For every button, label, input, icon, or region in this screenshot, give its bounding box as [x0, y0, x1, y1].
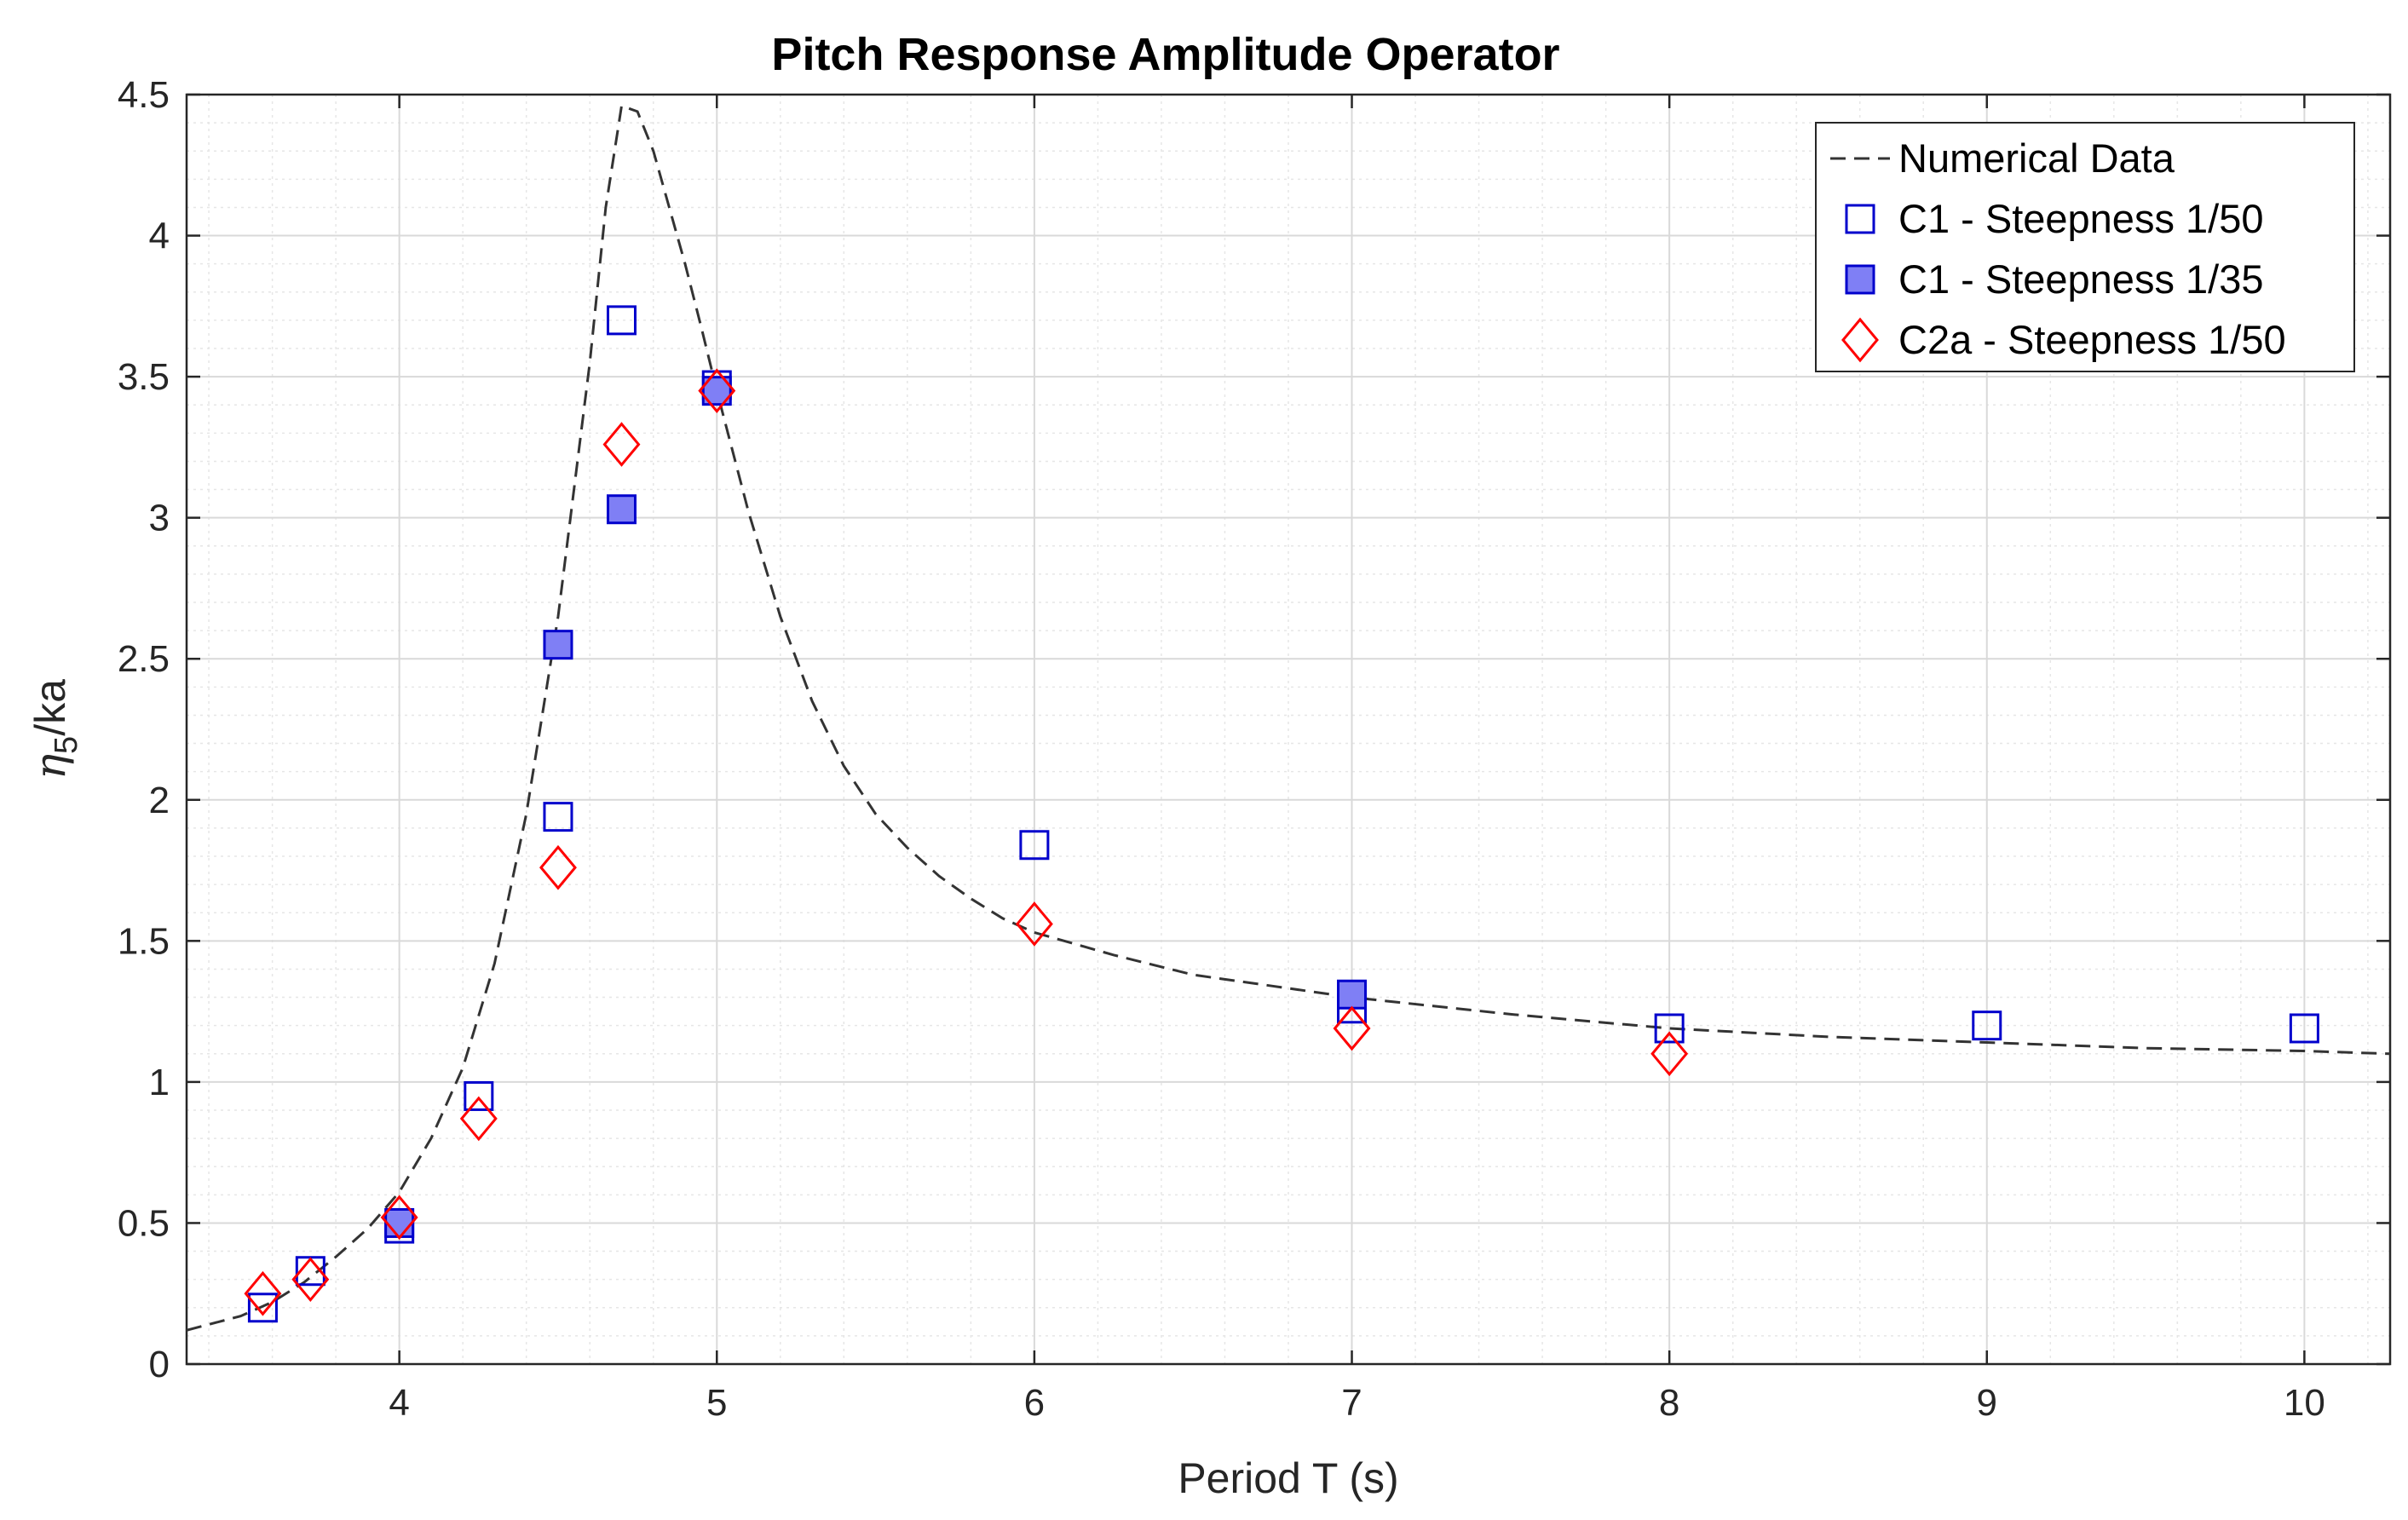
- x-tick-label: 7: [1341, 1382, 1362, 1424]
- y-tick-label: 4: [149, 216, 170, 257]
- data-point-series-1: [606, 305, 637, 336]
- legend-label: C2a - Steepness 1/50: [1898, 317, 2286, 362]
- legend: Numerical Data C1 - Steepness 1/50 C1 - St…: [1815, 122, 2355, 372]
- legend-swatch-marker: [1841, 317, 1879, 363]
- legend-label: Numerical Data: [1898, 135, 2175, 181]
- legend-entries: Numerical Data C1 - Steepness 1/50 C1 - St…: [1830, 135, 2286, 363]
- data-point-series-1: [1019, 830, 1050, 861]
- legend-label: C1 - Steepness 1/35: [1898, 256, 2264, 302]
- data-point-series-3: [1333, 1005, 1371, 1051]
- chart-title: Pitch Response Amplitude Operator: [771, 29, 1559, 80]
- y-tick-label: 4.5: [118, 74, 170, 116]
- data-point-series-3: [459, 1096, 498, 1142]
- y-tick-labels: 0 0.5 1 1.5 2 2.5 3 3.5 4 4.5: [118, 74, 170, 1385]
- data-point-series-2: [606, 494, 637, 525]
- y-tick-label: 2.5: [118, 638, 170, 680]
- y-tick-label: 1.5: [118, 920, 170, 962]
- y-tick-label: 3: [149, 498, 170, 539]
- x-tick-label: 8: [1659, 1382, 1679, 1424]
- plot-frame: [185, 93, 2392, 1366]
- x-tick-labels: 4 5 6 7 8 9 10: [389, 1382, 2324, 1424]
- data-point-series-1: [464, 1080, 494, 1111]
- data-point-series-3: [539, 844, 577, 890]
- y-tick-label: 2: [149, 780, 170, 821]
- data-point-series-3: [1650, 1031, 1689, 1077]
- legend-label: C1 - Steepness 1/50: [1898, 196, 2264, 241]
- y-tick-label: 0.5: [118, 1202, 170, 1244]
- y-tick-label: 3.5: [118, 356, 170, 398]
- data-point-series-3: [380, 1195, 418, 1241]
- minor-grid: [187, 95, 2390, 1364]
- data-point-series-1: [543, 802, 573, 832]
- data-point-series-3: [244, 1270, 282, 1316]
- x-tick-label: 10: [2284, 1382, 2325, 1424]
- y-tick-label: 0: [149, 1344, 170, 1385]
- x-tick-label: 6: [1024, 1382, 1045, 1424]
- y-axis-label-symbol: η: [26, 754, 75, 780]
- data-point-series-2: [384, 1207, 415, 1238]
- legend-swatch-marker: [1845, 264, 1875, 295]
- x-tick-label: 5: [706, 1382, 727, 1424]
- data-point-series-1: [247, 1293, 278, 1323]
- y-axis-label-rest: /ka: [26, 679, 74, 736]
- data-point-series-1: [1972, 1010, 2002, 1041]
- legend-swatch-marker: [1845, 204, 1875, 234]
- tick-marks: [187, 93, 2390, 1366]
- y-tick-label: 1: [149, 1062, 170, 1103]
- data-point-series-1: [1654, 1013, 1685, 1044]
- data-point-series-1: [2289, 1013, 2319, 1044]
- data-point-series-3: [698, 368, 736, 414]
- x-axis-label: Period T (s): [1178, 1454, 1398, 1502]
- data-point-series-3: [602, 422, 641, 467]
- x-tick-label: 9: [1977, 1382, 1997, 1424]
- y-axis-label: η5/ka: [26, 679, 84, 780]
- data-point-series-3: [291, 1257, 330, 1303]
- x-tick-label: 4: [389, 1382, 409, 1424]
- marker-layer: [244, 305, 2319, 1323]
- data-point-series-3: [1015, 901, 1053, 947]
- data-point-series-2: [543, 630, 573, 660]
- y-axis-label-subscript: 5: [49, 736, 84, 754]
- legend-box: [1815, 122, 2355, 372]
- data-point-series-2: [1337, 979, 1368, 1010]
